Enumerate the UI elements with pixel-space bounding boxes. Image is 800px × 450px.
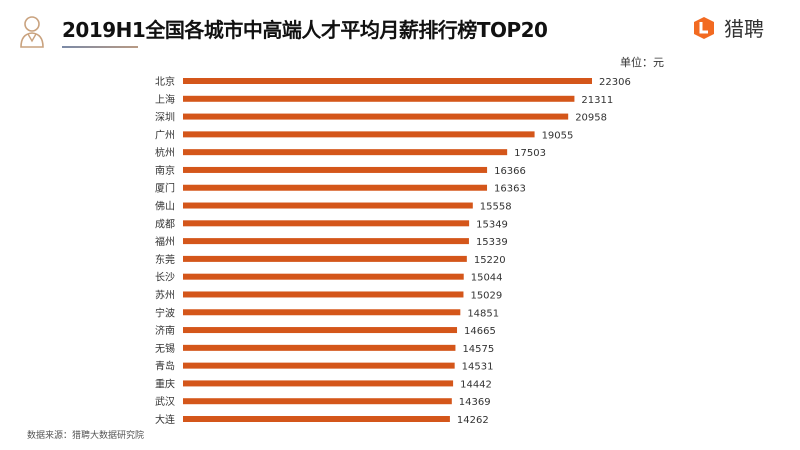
bar <box>183 131 535 138</box>
value-label: 16366 <box>494 166 526 177</box>
category-label: 上海 <box>155 93 175 106</box>
value-label: 14851 <box>467 308 499 319</box>
value-label: 19055 <box>542 130 574 141</box>
bar <box>183 220 470 227</box>
value-label: 14262 <box>457 415 489 426</box>
value-label: 14442 <box>460 379 492 390</box>
bar <box>183 184 488 191</box>
bar <box>183 327 458 334</box>
category-label: 东莞 <box>155 253 175 266</box>
category-label: 无锡 <box>155 342 175 355</box>
category-label: 重庆 <box>155 377 175 390</box>
bar <box>183 255 467 262</box>
category-label: 武汉 <box>155 395 175 408</box>
category-label: 宁波 <box>155 306 175 319</box>
value-label: 22306 <box>599 77 631 88</box>
category-label: 北京 <box>155 75 175 88</box>
category-label: 青岛 <box>155 360 175 373</box>
liepin-logo-icon <box>694 16 714 39</box>
bar <box>183 113 569 120</box>
bar <box>183 202 473 209</box>
bar <box>183 166 488 173</box>
value-label: 17503 <box>514 148 546 159</box>
value-label: 15349 <box>476 219 508 230</box>
bar <box>183 95 575 102</box>
category-label: 成都 <box>155 218 175 230</box>
bar <box>183 398 452 405</box>
value-label: 20958 <box>575 113 607 124</box>
bar <box>183 309 461 316</box>
category-label: 大连 <box>155 413 175 426</box>
value-label: 15029 <box>470 290 502 301</box>
bar <box>183 78 592 84</box>
value-label: 15339 <box>476 237 508 248</box>
data-source: 数据来源：猎聘大数据研究院 <box>27 431 145 441</box>
category-label: 广州 <box>155 129 175 141</box>
bar <box>183 149 508 156</box>
category-label: 厦门 <box>155 182 175 195</box>
bar <box>183 362 455 369</box>
category-label: 福州 <box>155 235 175 248</box>
category-label: 佛山 <box>155 200 175 213</box>
category-label: 济南 <box>155 324 175 337</box>
category-label: 苏州 <box>155 288 175 301</box>
category-label: 杭州 <box>155 146 175 159</box>
value-label: 15220 <box>474 255 506 266</box>
category-label: 南京 <box>155 164 175 177</box>
brand-logo: 猎聘 <box>692 13 764 42</box>
category-label: 深圳 <box>155 112 175 124</box>
value-label: 14665 <box>464 326 496 337</box>
person-avatar-icon <box>20 16 44 48</box>
value-label: 14369 <box>459 397 491 408</box>
value-label: 14531 <box>462 362 494 373</box>
value-label: 21311 <box>581 95 613 106</box>
value-label: 14575 <box>462 344 494 355</box>
bar <box>183 416 450 422</box>
unit-label: 单位：元 <box>620 56 664 69</box>
bar <box>183 291 464 298</box>
bar <box>183 344 456 351</box>
bar <box>183 273 464 280</box>
value-label: 16363 <box>494 184 526 195</box>
value-label: 15044 <box>471 273 503 284</box>
logo-text: 猎聘 <box>724 17 764 41</box>
category-label: 长沙 <box>155 272 175 284</box>
chart-title: 2019H1全国各城市中高端人才平均月薪排行榜TOP20 <box>62 18 548 42</box>
title-underline <box>62 46 138 48</box>
value-label: 15558 <box>480 202 512 213</box>
bar <box>183 380 454 387</box>
bar <box>183 238 469 245</box>
